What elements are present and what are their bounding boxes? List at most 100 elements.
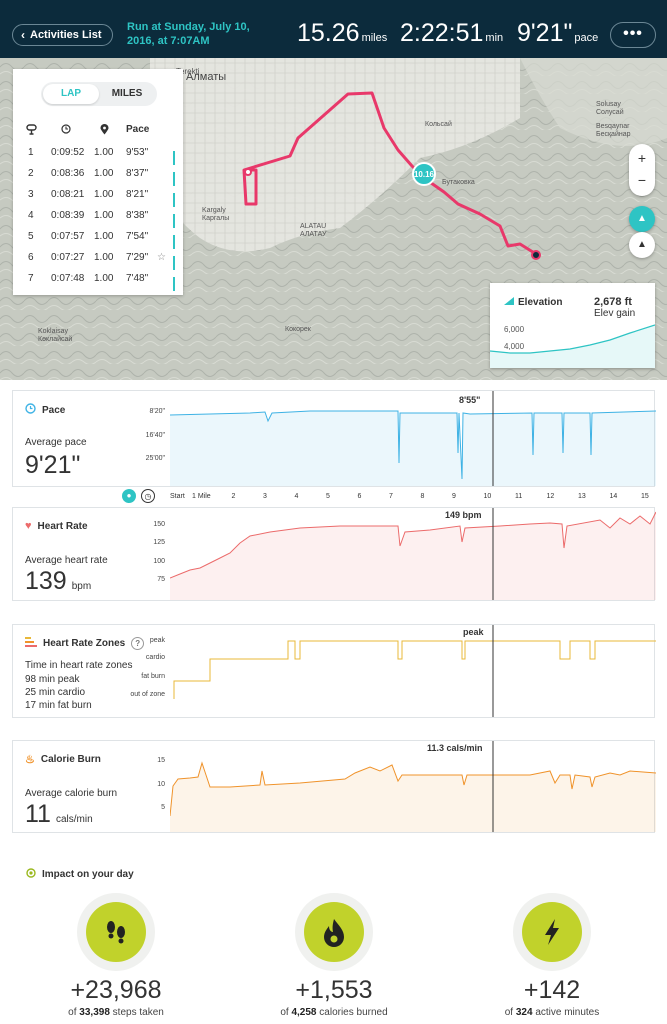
help-icon[interactable]: ? xyxy=(131,637,145,650)
distance-tick: 4 xyxy=(294,493,299,500)
zoom-out-button[interactable]: − xyxy=(637,172,647,188)
hr-y-tick: 100 xyxy=(153,558,165,565)
zones-title: Heart Rate Zones ? xyxy=(25,637,145,650)
more-options-button[interactable]: ••• xyxy=(610,22,656,48)
clock-toggle[interactable]: ◷ xyxy=(141,489,155,503)
place-label: Besqaynar xyxy=(596,123,630,130)
heart-icon: ♥ xyxy=(25,520,32,532)
map-pin-toggle[interactable]: ● xyxy=(122,489,136,503)
lap-miles-toggle[interactable]: LAP MILES xyxy=(41,82,157,106)
calorie-title: ♨ Calorie Burn xyxy=(25,753,101,766)
duration-stat: 2:22:51 min xyxy=(400,19,503,48)
lap-num: 7 xyxy=(28,273,34,284)
activities-list-button[interactable]: ‹ Activities List xyxy=(12,24,113,46)
elevation-chart xyxy=(490,324,655,368)
place-label: Каргалы xyxy=(202,215,229,222)
calorie-chart[interactable] xyxy=(170,741,656,832)
pace-title-text: Pace xyxy=(42,404,66,416)
lap-pace-bar xyxy=(173,151,175,165)
distance-tick: 3 xyxy=(263,493,267,500)
mile-marker-label: 10.16 xyxy=(414,170,435,179)
distance-axis: ● ◷ Start 1 Mile 2 3 4 5 6 7 8 9 10 11 12 13 14 15 xyxy=(0,488,667,506)
pace-cursor-value: 8'55" xyxy=(459,395,481,405)
lap-row[interactable]: 1 0:09:52 1.00 9'53" xyxy=(13,147,183,167)
lap-num: 1 xyxy=(28,147,34,158)
elevation-card: Elevation 2,678 ft Elev gain 6,000 4,000 xyxy=(490,283,655,368)
lap-pace-bar xyxy=(173,193,175,207)
clock-icon xyxy=(61,124,71,137)
heart-rate-chart[interactable] xyxy=(170,508,656,600)
lap-pace: 7'29" xyxy=(126,252,149,263)
lap-num: 4 xyxy=(28,210,34,221)
active-minutes-ring xyxy=(513,893,591,971)
tab-miles[interactable]: MILES xyxy=(111,88,143,99)
pace-value: 9'21" xyxy=(517,19,573,47)
lap-row[interactable]: 6 0:07:27 1.00 7'29" ☆ xyxy=(13,252,183,272)
distance-tick: 1 Mile xyxy=(192,493,211,500)
place-label: Кольсай xyxy=(425,120,452,128)
calorie-y-tick: 10 xyxy=(157,781,165,788)
steps-total-line: of 33,398 steps taken xyxy=(68,1007,164,1018)
lap-row[interactable]: 4 0:08:39 1.00 8'38" xyxy=(13,210,183,230)
pace-y-tick: 25'00" xyxy=(145,455,165,462)
flame-icon: ♨ xyxy=(25,754,35,766)
zone-line-peak: 98 min peak xyxy=(25,674,80,685)
pace-column-header: Pace xyxy=(126,124,150,135)
calories-total-line: of 4,258 calories burned xyxy=(280,1007,388,1018)
mile-marker[interactable] xyxy=(412,162,436,186)
terrain-view-button[interactable]: ▲ xyxy=(629,206,655,232)
zone-y-tick: out of zone xyxy=(130,691,165,698)
hr-y-tick: 75 xyxy=(157,576,165,583)
lap-row[interactable]: 7 0:07:48 1.00 7'48" xyxy=(13,273,183,293)
elevation-gain-value: 2,678 ft xyxy=(594,296,632,308)
lap-row[interactable]: 3 0:08:21 1.00 8'21" xyxy=(13,189,183,209)
impact-title-text: Impact on your day xyxy=(42,869,134,880)
zones-chart[interactable] xyxy=(170,625,656,717)
calories-added: +1,553 xyxy=(295,976,373,1004)
star-icon: ☆ xyxy=(157,252,166,263)
lap-row[interactable]: 5 0:07:57 1.00 7'54" xyxy=(13,231,183,251)
duration-value: 2:22:51 xyxy=(400,19,484,47)
elevation-toggle-button[interactable]: ▲ xyxy=(629,232,655,258)
run-title: Run at Sunday, July 10, 2016, at 7:07AM xyxy=(127,21,250,47)
place-label: Бутаковка xyxy=(442,179,475,186)
chevron-left-icon: ‹ xyxy=(21,28,25,42)
lap-pace: 8'37" xyxy=(126,168,149,179)
place-label: АЛАТАУ xyxy=(300,231,327,238)
pace-chart[interactable] xyxy=(170,391,656,486)
lap-pace: 7'48" xyxy=(126,273,149,284)
place-label: Solusay xyxy=(596,101,621,108)
pace-panel: Pace Average pace 9'21" 8'20" 16'40" 25'… xyxy=(12,390,656,487)
pace-y-tick: 8'20" xyxy=(149,408,165,415)
heart-rate-panel: ♥ Heart Rate Average heart rate 139 bpm 1… xyxy=(12,507,656,601)
laps-header: Pace xyxy=(13,124,183,140)
average-pace-label: Average pace xyxy=(25,437,87,448)
place-label: Koklaisay xyxy=(38,328,68,335)
distance-tick: 15 xyxy=(641,493,649,500)
route-map[interactable]: 10.16 Terekti Алматы Kargaly Каргалы ALA… xyxy=(0,58,667,380)
zones-sub-label: Time in heart rate zones xyxy=(25,660,133,671)
impact-steps: +23,968 of 33,398 steps taken xyxy=(16,893,216,1018)
average-calorie-label: Average calorie burn xyxy=(25,788,118,799)
distance-tick: 8 xyxy=(420,493,425,500)
route-end-marker xyxy=(531,250,541,260)
elevation-icon xyxy=(504,297,514,305)
place-label: Кокорек xyxy=(285,326,312,333)
tab-lap[interactable]: LAP xyxy=(43,84,99,104)
lap-num: 2 xyxy=(28,168,34,179)
lap-row[interactable]: 2 0:08:36 1.00 8'37" xyxy=(13,168,183,188)
place-label: Terekti xyxy=(176,67,200,76)
average-calorie-value: 11 cals/min xyxy=(25,800,93,829)
flame-icon xyxy=(304,902,364,962)
distance-tick: 11 xyxy=(515,493,523,500)
zones-icon xyxy=(25,637,37,650)
average-heart-rate-unit: bpm xyxy=(71,581,92,592)
lap-num: 5 xyxy=(28,231,34,242)
lap-time: 0:07:27 xyxy=(51,252,85,263)
distance-tick: 6 xyxy=(357,493,362,500)
lap-dist: 1.00 xyxy=(94,189,114,200)
lap-num: 6 xyxy=(28,252,34,263)
location-pin-icon: ● xyxy=(126,491,132,500)
zoom-in-button[interactable]: + xyxy=(637,150,647,166)
zone-line-cardio: 25 min cardio xyxy=(25,687,86,698)
